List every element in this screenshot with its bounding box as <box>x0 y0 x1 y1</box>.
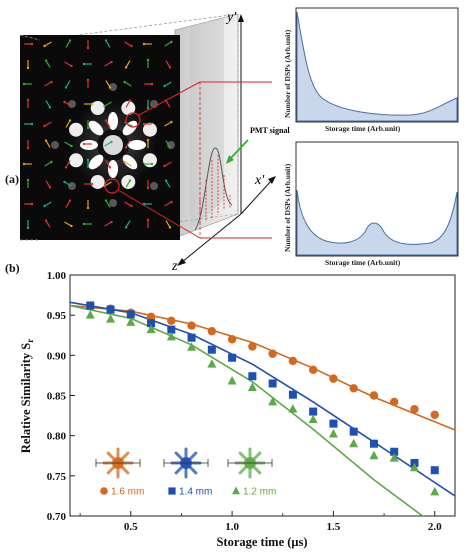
data-point-triangle <box>409 462 419 472</box>
data-point-square <box>147 319 156 328</box>
data-point-circle <box>268 349 277 358</box>
legend-item: 1.6 mm <box>95 447 144 498</box>
axis-z-label: z <box>171 259 178 274</box>
data-point-square <box>228 353 237 362</box>
axis-y-label: y' <box>225 10 237 25</box>
mini-chart-top: Number of DSPs (Arb.unit) Storage time (… <box>283 7 459 133</box>
y-axis-title: Relative Similarity Sr <box>19 339 35 453</box>
x-tick-label: 1.5 <box>327 521 341 533</box>
y-tick-label: 0.85 <box>47 391 67 403</box>
x-tick-label: 2.0 <box>428 521 442 533</box>
data-point-triangle <box>106 314 116 323</box>
data-point-circle <box>207 327 217 336</box>
cube-3d <box>19 13 239 241</box>
data-point-circle <box>390 397 399 407</box>
data-point-circle <box>410 404 419 414</box>
mini-top-ylabel: Number of DSPs (Arb.unit) <box>283 29 292 118</box>
data-point-circle <box>227 335 237 344</box>
data-point-triangle <box>430 486 440 496</box>
data-point-triangle <box>187 342 197 351</box>
data-point-triangle <box>268 396 278 406</box>
data-point-triangle <box>207 359 217 368</box>
legend: 1.6 mm 1.4 mm 1.2 mm <box>95 447 276 498</box>
data-point-square <box>309 407 318 416</box>
data-point-square <box>349 427 358 436</box>
data-point-square <box>207 345 216 354</box>
data-point-triangle <box>349 438 359 448</box>
data-point-triangle <box>146 324 156 334</box>
data-point-square <box>288 390 297 399</box>
y-tick-label: 0.80 <box>47 431 67 443</box>
legend-item: 1.2 mm <box>227 447 276 498</box>
data-point-circle <box>329 374 338 383</box>
speckle-pattern <box>51 83 175 207</box>
data-point-square <box>390 447 399 456</box>
data-point-triangle <box>227 376 237 385</box>
data-point-triangle <box>328 429 338 438</box>
axis-x-label: x' <box>254 173 265 188</box>
data-point-circle <box>430 410 439 419</box>
data-point-square <box>126 310 135 319</box>
data-point-square <box>329 419 338 428</box>
y-tick-label: 1.00 <box>47 270 67 282</box>
data-point-circle <box>308 365 318 374</box>
legend-label: 1.6 mm <box>111 487 144 498</box>
fit-curves <box>70 301 455 516</box>
y-tick-label: 0.75 <box>47 471 67 483</box>
data-point-square <box>268 379 277 388</box>
legend-item: 1.4 mm <box>163 447 212 498</box>
data-point-triangle <box>369 450 379 460</box>
data-points <box>85 301 440 496</box>
x-tick-label: 0.5 <box>124 521 138 533</box>
legend-marker-circle <box>100 487 108 495</box>
data-point-square <box>248 372 257 381</box>
pmt-arrow <box>228 139 249 161</box>
mini-top-xlabel: Storage time (Arb.unit) <box>325 124 401 133</box>
data-point-triangle <box>166 331 176 341</box>
data-point-triangle <box>308 414 318 424</box>
data-point-circle <box>349 384 358 393</box>
y-tick-label: 0.70 <box>47 511 67 523</box>
axis-ticks: 0.5 1.0 1.5 2.0 0.70 0.75 0.80 0.85 0.90 0.95 1.00 <box>47 270 442 533</box>
data-point-square <box>187 333 196 342</box>
data-point-circle <box>167 316 176 325</box>
data-point-triangle <box>247 382 257 391</box>
data-point-square <box>369 439 378 448</box>
data-point-triangle <box>85 310 95 319</box>
legend-label: 1.2 mm <box>243 487 276 498</box>
mini-chart-bottom: Number of DSPs (Arb.unit) Storage time (… <box>283 141 459 267</box>
panel-a-label: (a) <box>5 172 19 186</box>
mini-bottom-ylabel: Number of DSPs (Arb.unit) <box>283 163 292 252</box>
x-tick-label: 1.0 <box>225 521 239 533</box>
data-point-square <box>106 305 115 314</box>
data-point-circle <box>288 356 298 366</box>
data-point-square <box>167 325 176 334</box>
data-point-triangle <box>389 453 399 462</box>
legend-marker-triangle <box>232 486 240 495</box>
y-tick-label: 0.90 <box>47 350 67 362</box>
fit-line-triangle <box>70 304 424 516</box>
mini-bottom-xlabel: Storage time (Arb.unit) <box>325 258 401 267</box>
y-tick-label: 0.95 <box>47 310 67 322</box>
data-point-square <box>430 466 439 475</box>
data-point-circle <box>146 312 156 321</box>
data-point-circle <box>248 342 257 351</box>
x-axis-title: Storage time (μs) <box>216 535 307 549</box>
legend-label: 1.4 mm <box>179 487 212 498</box>
data-point-triangle <box>288 404 298 413</box>
pmt-label: PMT signal <box>250 126 290 135</box>
data-point-triangle <box>126 317 136 326</box>
data-point-square <box>86 301 95 310</box>
data-point-circle <box>369 391 379 400</box>
data-point-circle <box>187 321 196 330</box>
callouts <box>104 81 272 239</box>
polarization-arrows <box>22 39 173 230</box>
legend-marker-square <box>168 487 176 495</box>
panel-b-label: (b) <box>5 261 20 275</box>
